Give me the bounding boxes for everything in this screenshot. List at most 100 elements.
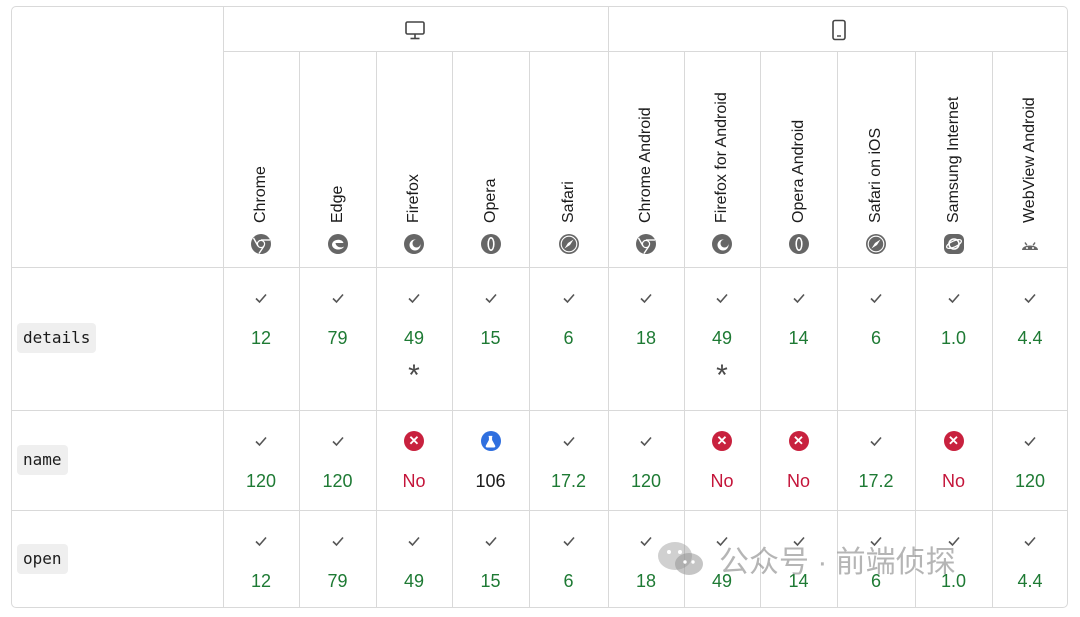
check-icon <box>992 529 1068 553</box>
check-icon <box>608 529 684 553</box>
chrome-icon <box>635 233 657 255</box>
version-value: 120 <box>1014 471 1046 491</box>
version-value: 106 <box>475 471 506 491</box>
support-cell[interactable]: 1.0 <box>916 529 992 592</box>
check-icon <box>223 286 299 310</box>
check-icon <box>608 286 684 310</box>
browser-header-label: Samsung Internet <box>944 96 962 223</box>
check-icon <box>376 286 452 310</box>
support-cell[interactable]: 106 <box>453 429 529 492</box>
support-cell[interactable]: 49 <box>376 529 452 592</box>
check-icon <box>684 286 760 310</box>
version-value: 6 <box>563 328 574 348</box>
support-cell[interactable]: 120 <box>223 429 299 492</box>
version-value: 49 <box>711 571 733 591</box>
column-divider <box>376 51 377 608</box>
version-value: 4.4 <box>1017 328 1043 348</box>
support-cell[interactable]: 49 * <box>684 286 760 391</box>
browser-header-label: Opera <box>481 178 499 223</box>
version-value: 120 <box>245 471 277 491</box>
android-icon <box>1019 233 1041 255</box>
support-cell[interactable]: 17.2 <box>531 429 607 492</box>
unsupported-icon: ✕ <box>761 429 837 453</box>
support-cell[interactable]: 79 <box>300 529 376 592</box>
support-cell[interactable]: 49 * <box>376 286 452 391</box>
version-value: 120 <box>630 471 662 491</box>
column-divider <box>992 51 993 608</box>
version-value: 12 <box>250 328 272 348</box>
support-cell[interactable]: 79 <box>300 286 376 349</box>
support-cell[interactable]: 14 <box>761 286 837 349</box>
column-divider <box>684 51 685 608</box>
support-cell[interactable]: 14 <box>761 529 837 592</box>
support-cell[interactable]: 6 <box>838 286 914 349</box>
browser-header-label: Safari on iOS <box>867 127 884 223</box>
version-value: No <box>941 471 965 491</box>
check-icon <box>684 529 760 553</box>
firefox-icon <box>403 233 425 255</box>
support-cell[interactable]: 120 <box>992 429 1068 492</box>
footnote-marker[interactable]: * <box>408 359 420 392</box>
check-icon <box>300 429 376 453</box>
browser-header-label: Firefox <box>405 174 422 223</box>
version-value: 4.4 <box>1017 571 1043 591</box>
check-icon <box>761 286 837 310</box>
monitor-icon <box>404 19 426 46</box>
support-cell[interactable]: 6 <box>838 529 914 592</box>
check-icon <box>916 529 992 553</box>
support-cell[interactable]: ✕ No <box>761 429 837 492</box>
opera-icon <box>788 233 810 255</box>
version-value: 15 <box>480 328 501 348</box>
version-value: 6 <box>563 571 574 591</box>
opera-icon <box>480 233 502 255</box>
browser-header-label: Firefox for Android <box>713 92 730 223</box>
column-divider <box>529 51 530 608</box>
version-value: 1.0 <box>940 571 967 591</box>
version-value: 14 <box>788 571 809 591</box>
browser-header-label: Chrome <box>252 166 269 223</box>
unsupported-icon: ✕ <box>684 429 760 453</box>
support-cell[interactable]: ✕ No <box>376 429 452 492</box>
support-cell[interactable]: 120 <box>300 429 376 492</box>
platform-divider <box>223 51 1068 52</box>
support-cell[interactable]: 49 <box>684 529 760 592</box>
support-cell[interactable]: 12 <box>223 286 299 349</box>
support-cell[interactable]: 6 <box>531 286 607 349</box>
safari-icon <box>865 233 887 255</box>
row-divider <box>11 267 1068 268</box>
support-cell[interactable]: ✕ No <box>684 429 760 492</box>
support-cell[interactable]: 17.2 <box>838 429 914 492</box>
version-value: 120 <box>322 471 353 491</box>
compat-table <box>11 6 1068 608</box>
version-value: 79 <box>327 328 348 348</box>
column-divider <box>452 51 453 608</box>
watermark-text: 公众号 · 前端侦探 <box>719 546 956 579</box>
support-cell[interactable]: 4.4 <box>992 529 1068 592</box>
support-cell[interactable]: 6 <box>531 529 607 592</box>
support-cell[interactable]: 15 <box>453 286 529 349</box>
version-value: 18 <box>635 328 657 348</box>
feature-name: details <box>17 323 97 353</box>
support-cell[interactable]: ✕ No <box>916 429 992 492</box>
footnote-marker[interactable]: * <box>716 359 728 392</box>
column-divider <box>299 51 300 608</box>
check-icon <box>992 429 1068 453</box>
support-cell[interactable]: 12 <box>223 529 299 592</box>
support-cell[interactable]: 1.0 <box>916 286 992 349</box>
support-cell[interactable]: 15 <box>453 529 529 592</box>
support-cell[interactable]: 18 <box>608 529 684 592</box>
version-value: 49 <box>403 328 425 348</box>
check-icon <box>376 529 452 553</box>
column-divider <box>837 51 838 608</box>
check-icon <box>531 529 607 553</box>
unsupported-icon: ✕ <box>376 429 452 453</box>
check-icon <box>761 529 837 553</box>
support-cell[interactable]: 4.4 <box>992 286 1068 349</box>
column-divider <box>223 7 224 608</box>
edge-icon <box>327 233 349 255</box>
check-icon <box>531 286 607 310</box>
support-cell[interactable]: 120 <box>608 429 684 492</box>
check-icon <box>223 429 299 453</box>
support-cell[interactable]: 18 <box>608 286 684 349</box>
check-icon <box>916 286 992 310</box>
